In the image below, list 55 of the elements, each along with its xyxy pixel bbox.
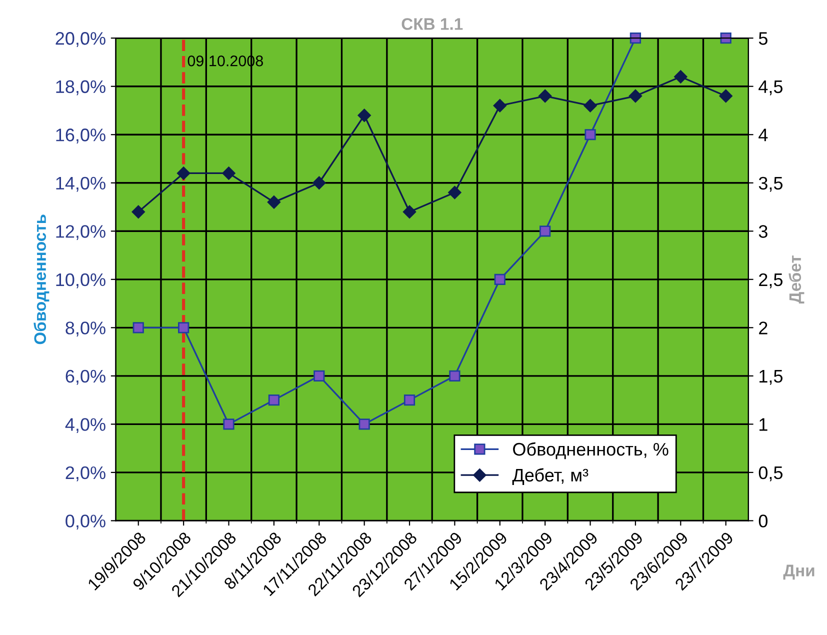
point [178,322,190,334]
point [584,99,597,112]
y2-tick-label: 2 [759,322,768,334]
y-tick-label: 4,0% [65,418,106,434]
y2-tick-label: 3 [758,225,768,238]
point [719,89,732,103]
point [222,166,236,180]
point [448,186,462,200]
point [404,394,416,406]
point [268,394,280,406]
point [312,176,326,190]
y-tick-label: 16,0% [56,128,106,144]
y-tick-label: 8,0% [66,322,106,337]
point [132,205,145,218]
point [176,166,190,180]
y-tick-label: 10,0% [56,273,106,288]
y2-tick-label: 3,5 [758,176,782,192]
chart-title: СКВ 1.1 [402,18,463,30]
point [493,99,506,112]
y-tick-label: 18,0% [56,80,106,96]
y2-tick-label: 5 [758,32,768,45]
point [267,196,281,209]
point [402,205,416,218]
y-tick-label: 12,0% [56,225,106,240]
y2-tick-label: 4 [758,128,768,142]
point [223,418,234,430]
point [584,129,596,140]
point [538,89,552,103]
point [358,108,371,122]
y2-tick-label: 4,5 [758,80,782,96]
y-tick-label: 0,0% [66,514,106,530]
point [540,226,551,237]
legend-label: Дебет, м³ [512,468,588,485]
point [132,322,144,334]
point [720,32,732,44]
point [674,70,688,84]
point [314,370,325,382]
y-axis-title: Обводненность [34,214,50,344]
y2-tick-label: 1 [760,418,768,431]
point [630,32,642,44]
y2-axis-title: Дебет [788,256,804,304]
point [628,89,642,103]
x-axis-title: Дни [783,564,814,580]
y-tick-label: 2,0% [66,466,106,482]
y2-tick-label: 0 [758,514,768,528]
y2-tick-label: 0,5 [758,466,782,482]
y2-tick-label: 2,5 [759,273,782,288]
point [494,274,506,285]
y-tick-label: 20,0% [56,32,106,47]
legend-label: Обводненность, % [513,442,668,460]
point [449,370,460,382]
y-tick-label: 6,0% [66,370,106,385]
y2-tick-label: 1,5 [760,370,782,385]
y-tick-label: 14,0% [56,176,106,192]
point [358,418,370,430]
